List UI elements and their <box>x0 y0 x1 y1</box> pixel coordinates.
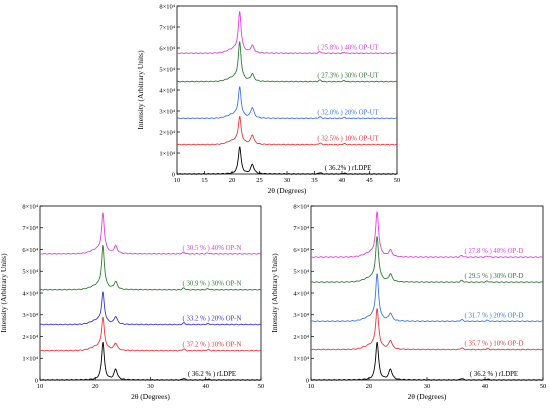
x-tick-label: 20 <box>92 383 99 390</box>
x-tick-label: 10 <box>37 383 44 390</box>
series-label: ( 25.8% ) 40% OP-UT <box>317 44 379 51</box>
x-tick-label: 15 <box>201 177 208 184</box>
y-tick-label: 2×10⁴ <box>293 334 309 341</box>
series-label: ( 32.0% ) 20% OP-UT <box>317 109 379 116</box>
y-tick-label: 4×10⁴ <box>159 87 175 94</box>
series-label: ( 35.7 % ) 10% OP-D <box>465 341 524 348</box>
y-tick-label: 3×10⁴ <box>22 312 38 319</box>
y-tick-label: 7×10⁴ <box>293 225 309 232</box>
x-tick-label: 50 <box>258 383 265 390</box>
x-tick-label: 40 <box>339 177 346 184</box>
y-tick-label: 3×10⁴ <box>159 108 175 115</box>
series-line <box>39 291 262 326</box>
chart-panel-1: 10 15 20 25 30 35 40 45 50 0 1×10⁴ 2×10⁴ 3×10⁴ 4×10⁴ 5… <box>136 3 400 195</box>
series-line <box>310 308 544 351</box>
series-line <box>39 316 262 352</box>
y-tick-label: 5×10⁴ <box>159 66 175 73</box>
x-axis-label: 2θ (Degrees) <box>268 186 307 195</box>
series-line <box>176 116 398 146</box>
series-line <box>176 11 398 55</box>
y-axis-label: Intensity (Arbitrary Units) <box>0 253 8 333</box>
y-tick-label: 1×10⁴ <box>22 356 38 363</box>
y-tick-label: 6×10⁴ <box>293 247 309 254</box>
series-line <box>310 341 544 381</box>
x-tick-label: 20 <box>366 383 373 390</box>
series-line <box>39 244 262 291</box>
series-label: ( 36.2% ) rLDPE <box>325 165 371 172</box>
x-tick-label: 30 <box>424 383 431 390</box>
series-label: ( 30.9 % ) 30% OP-N <box>183 281 242 288</box>
x-tick-label: 50 <box>394 177 401 184</box>
series-line <box>176 41 398 83</box>
y-axis-label: Intensity (Arbitrary Units) <box>270 253 279 333</box>
y-tick-label: 0 <box>172 171 175 178</box>
series-label: ( 27.3% ) 30% OP-UT <box>317 73 379 80</box>
series-line <box>39 212 262 255</box>
series-label: ( 36.2 % ) rLDPE <box>188 371 236 378</box>
x-tick-label: 35 <box>311 177 318 184</box>
y-tick-label: 8×10⁴ <box>22 203 38 210</box>
series-line <box>176 146 398 175</box>
y-tick-label: 6×10⁴ <box>159 45 175 52</box>
plot-frame <box>310 205 544 381</box>
y-tick-label: 1×10⁴ <box>293 356 309 363</box>
y-axis-label: Intensity (Arbitrary Units) <box>136 50 145 130</box>
x-tick-label: 10 <box>174 177 181 184</box>
series-line <box>39 341 262 381</box>
series-label: ( 32.5% ) 10% OP-UT <box>317 136 379 143</box>
chart-panel-2: 10 20 30 40 50 0 1×10⁴ 2×10⁴ 3×10⁴ 4×10⁴ 5×10⁴ 6×10… <box>0 203 264 401</box>
x-axis-label: 2θ (Degrees) <box>131 392 170 401</box>
x-tick-label: 20 <box>229 177 236 184</box>
series-label: ( 36.2 % ) rLDPE <box>470 371 518 378</box>
y-tick-label: 5×10⁴ <box>22 269 38 276</box>
x-tick-label: 40 <box>203 383 210 390</box>
x-tick-label: 40 <box>482 383 489 390</box>
y-tick-label: 4×10⁴ <box>293 290 309 297</box>
series-label: ( 37.2 % ) 10% OP-N <box>183 342 242 349</box>
series-label: ( 33.2 % ) 20% OP-N <box>183 316 242 323</box>
x-axis-label: 2θ (Degrees) <box>408 392 447 401</box>
x-tick-label: 30 <box>284 177 291 184</box>
y-tick-label: 8×10⁴ <box>159 3 175 10</box>
y-tick-label: 3×10⁴ <box>293 312 309 319</box>
y-tick-label: 1×10⁴ <box>159 150 175 157</box>
x-tick-label: 45 <box>366 177 373 184</box>
series-line <box>310 211 544 258</box>
y-tick-label: 5×10⁴ <box>293 269 309 276</box>
series-label: ( 29.5 % ) 30% OP-D <box>465 273 524 280</box>
series-label: ( 30.5 % ) 40% OP-N <box>183 245 242 252</box>
y-tick-label: 0 <box>35 377 38 384</box>
plot-frame <box>39 205 262 381</box>
series-label: ( 31.7 % ) 20% OP-D <box>465 312 524 319</box>
y-tick-label: 2×10⁴ <box>22 334 38 341</box>
x-tick-label: 30 <box>147 383 154 390</box>
y-tick-label: 7×10⁴ <box>159 24 175 31</box>
y-tick-label: 4×10⁴ <box>22 290 38 297</box>
y-tick-label: 7×10⁴ <box>22 225 38 232</box>
series-line <box>310 236 544 283</box>
x-tick-label: 50 <box>540 383 547 390</box>
plot-frame <box>176 5 398 175</box>
x-tick-label: 10 <box>308 383 315 390</box>
chart-panel-3: 10 20 30 40 50 0 1×10⁴ 2×10⁴ 3×10⁴ 4×10⁴ 5×10⁴ 6×10… <box>270 203 546 401</box>
x-tick-label: 25 <box>256 177 263 184</box>
y-tick-label: 8×10⁴ <box>293 203 309 210</box>
y-tick-label: 6×10⁴ <box>22 247 38 254</box>
y-tick-label: 2×10⁴ <box>159 129 175 136</box>
series-label: ( 27.8 % ) 40% OP-D <box>465 248 524 255</box>
series-line <box>176 86 398 120</box>
y-tick-label: 0 <box>306 377 309 384</box>
series-line <box>310 273 544 323</box>
